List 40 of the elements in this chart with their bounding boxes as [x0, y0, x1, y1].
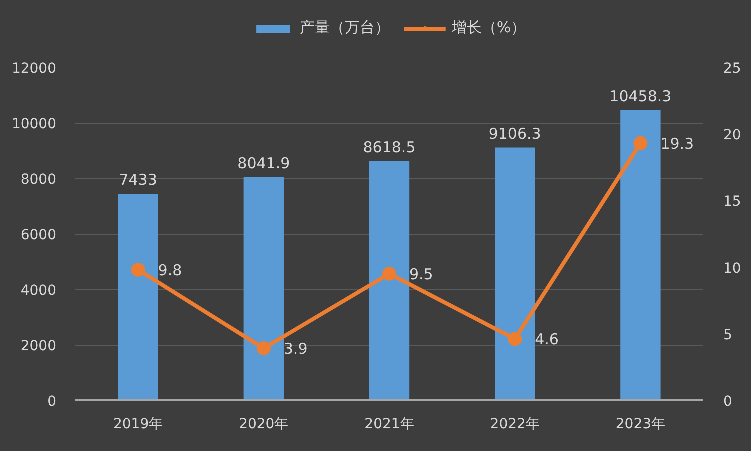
data-label: 9106.3 [488, 124, 542, 143]
x-tick-label: 2022年 [490, 416, 540, 432]
data-label: 4.6 [535, 330, 559, 349]
data-label: 10458.3 [610, 87, 672, 106]
data-label: 9.8 [158, 261, 182, 280]
y2-tick-label: 25 [724, 61, 742, 77]
data-label: 3.9 [284, 340, 308, 358]
y2-tick-label: 10 [724, 260, 742, 277]
y-tick-label: 2000 [20, 338, 57, 354]
y-tick-label: 0 [48, 394, 57, 410]
y2-tick-label: 0 [724, 394, 732, 410]
data-label: 7433 [119, 171, 158, 190]
y-tick-label: 4000 [20, 283, 57, 299]
x-tick-label: 2019年 [113, 416, 164, 432]
y-tick-label: 8000 [20, 172, 57, 188]
point [634, 136, 648, 150]
y-tick-label: 6000 [20, 228, 57, 244]
y-tick-label: 10000 [12, 116, 57, 132]
legend-label: 增长（%） [452, 18, 526, 38]
bar [369, 161, 410, 400]
x-tick-label: 2021年 [364, 416, 414, 432]
data-label: 9.5 [410, 265, 434, 284]
point [131, 262, 146, 277]
bar [495, 148, 536, 400]
x-tick-label: 2023年 [616, 416, 666, 432]
legend-label: 产量（万台） [300, 18, 390, 38]
data-label: 19.3 [660, 134, 694, 153]
bar [244, 177, 284, 400]
y2-tick-label: 15 [724, 194, 742, 210]
x-tick-label: 2020年 [239, 416, 289, 432]
bar [118, 194, 158, 400]
y2-tick-label: 20 [724, 128, 742, 144]
point [508, 332, 522, 346]
point [382, 266, 396, 281]
y-tick-label: 12000 [12, 61, 57, 77]
data-label: 8041.9 [238, 154, 290, 172]
y2-tick-label: 5 [724, 327, 732, 344]
point [256, 342, 271, 356]
data-label: 8618.5 [363, 138, 416, 156]
bar [620, 110, 661, 400]
